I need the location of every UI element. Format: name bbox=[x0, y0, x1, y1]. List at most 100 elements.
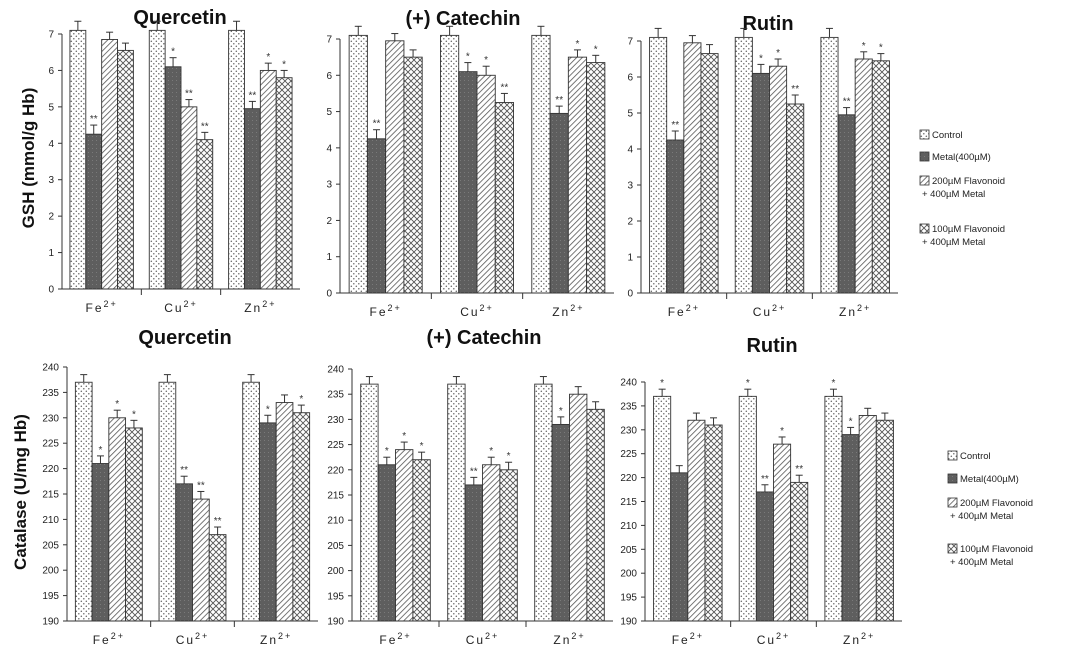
y-tick-label: 7 bbox=[326, 35, 332, 46]
category-label: Zn2+ bbox=[244, 299, 276, 315]
y-tick-label: 7 bbox=[48, 30, 54, 41]
bar bbox=[769, 65, 788, 294]
bar bbox=[551, 423, 570, 622]
significance-label: * bbox=[776, 48, 780, 59]
bar bbox=[447, 383, 466, 622]
bar bbox=[395, 449, 414, 622]
bar bbox=[91, 463, 110, 622]
y-tick-label: 3 bbox=[326, 180, 332, 191]
bar bbox=[871, 60, 890, 294]
legend-swatch bbox=[947, 497, 958, 508]
legend-swatch bbox=[919, 129, 930, 140]
panel-title: (+) Catechin bbox=[405, 8, 520, 30]
significance-label: * bbox=[832, 378, 836, 389]
bar bbox=[192, 498, 210, 622]
bar bbox=[259, 69, 277, 290]
category-label: Fe2+ bbox=[379, 631, 411, 646]
bar bbox=[755, 491, 774, 622]
legend-label: 200µM Flavonoid bbox=[960, 498, 1033, 509]
legend-swatch bbox=[919, 151, 930, 162]
bar bbox=[569, 393, 588, 622]
significance-label: * bbox=[862, 41, 866, 52]
significance-label: * bbox=[420, 441, 424, 452]
bar bbox=[683, 42, 702, 294]
significance-label: * bbox=[576, 39, 580, 50]
category-label: Cu2+ bbox=[460, 303, 494, 319]
bar bbox=[700, 53, 719, 294]
bar bbox=[476, 74, 496, 294]
legend-label: 100µM Flavonoid bbox=[932, 224, 1005, 235]
legend-label: 100µM Flavonoid bbox=[960, 544, 1033, 555]
bar bbox=[820, 36, 839, 294]
significance-label: * bbox=[266, 404, 270, 415]
panel-title: Quercetin bbox=[133, 7, 226, 29]
y-tick-label: 215 bbox=[620, 497, 637, 508]
y-tick-label: 225 bbox=[620, 449, 637, 460]
legend-label-line2: + 400µM Metal bbox=[950, 511, 1013, 522]
bar bbox=[348, 34, 368, 294]
y-tick-label: 200 bbox=[327, 566, 344, 577]
bar bbox=[208, 534, 227, 622]
y-tick-label: 235 bbox=[42, 388, 59, 399]
bar bbox=[464, 484, 483, 622]
panel-title: Rutin bbox=[746, 335, 797, 357]
y-tick-label: 1 bbox=[627, 253, 633, 264]
bar bbox=[85, 133, 103, 290]
y-tick-label: 205 bbox=[42, 540, 59, 551]
significance-label: * bbox=[466, 52, 470, 63]
bar bbox=[586, 62, 606, 294]
significance-label: * bbox=[299, 394, 303, 405]
bar bbox=[824, 395, 843, 622]
bar bbox=[531, 34, 551, 294]
bar bbox=[275, 77, 293, 290]
category-label: Zn2+ bbox=[553, 631, 585, 646]
bar bbox=[125, 427, 143, 622]
y-tick-label: 230 bbox=[42, 413, 59, 424]
category-label: Cu2+ bbox=[466, 631, 500, 646]
bar bbox=[385, 40, 405, 294]
significance-label: ** bbox=[214, 516, 222, 527]
y-tick-label: 4 bbox=[627, 145, 633, 156]
y-tick-label: 220 bbox=[327, 465, 344, 476]
significance-label: ** bbox=[373, 119, 381, 130]
y-tick-label: 5 bbox=[627, 109, 633, 120]
significance-label: * bbox=[266, 52, 270, 63]
significance-label: * bbox=[484, 55, 488, 66]
y-tick-label: 0 bbox=[627, 289, 633, 300]
legend-label-line2: + 400µM Metal bbox=[950, 557, 1013, 568]
significance-label: ** bbox=[843, 97, 851, 108]
significance-label: * bbox=[507, 451, 511, 462]
y-tick-label: 240 bbox=[327, 365, 344, 376]
significance-label: * bbox=[660, 378, 664, 389]
catalase-axis-label: Catalase (U/mg Hb) bbox=[11, 414, 30, 570]
legend-top: Control Metal(400µM) 200µM Flavonoid + 400µ… bbox=[919, 129, 1005, 248]
legend-label: Control bbox=[960, 451, 991, 462]
bar bbox=[74, 381, 93, 622]
panel-catalase-rutin: Rutin 190 195 200 205 210 215 220 225 230 235 240 * F… bbox=[620, 335, 902, 646]
bar bbox=[101, 39, 118, 290]
y-tick-label: 3 bbox=[627, 181, 633, 192]
y-tick-label: 3 bbox=[48, 175, 54, 186]
legend-swatch bbox=[919, 223, 930, 234]
y-tick-label: 210 bbox=[327, 516, 344, 527]
significance-label: * bbox=[594, 44, 598, 55]
y-tick-label: 4 bbox=[326, 143, 332, 154]
significance-label: * bbox=[402, 431, 406, 442]
significance-label: ** bbox=[555, 95, 563, 106]
bar bbox=[242, 381, 260, 622]
significance-label: ** bbox=[795, 464, 803, 475]
bar bbox=[586, 408, 605, 622]
bar bbox=[653, 395, 672, 622]
bar bbox=[175, 483, 193, 622]
y-tick-label: 2 bbox=[326, 216, 332, 227]
y-tick-label: 205 bbox=[620, 545, 637, 556]
y-tick-label: 4 bbox=[48, 139, 54, 150]
bar bbox=[158, 381, 177, 622]
significance-label: * bbox=[99, 445, 103, 456]
y-tick-label: 2 bbox=[48, 212, 54, 223]
significance-label: * bbox=[489, 446, 493, 457]
